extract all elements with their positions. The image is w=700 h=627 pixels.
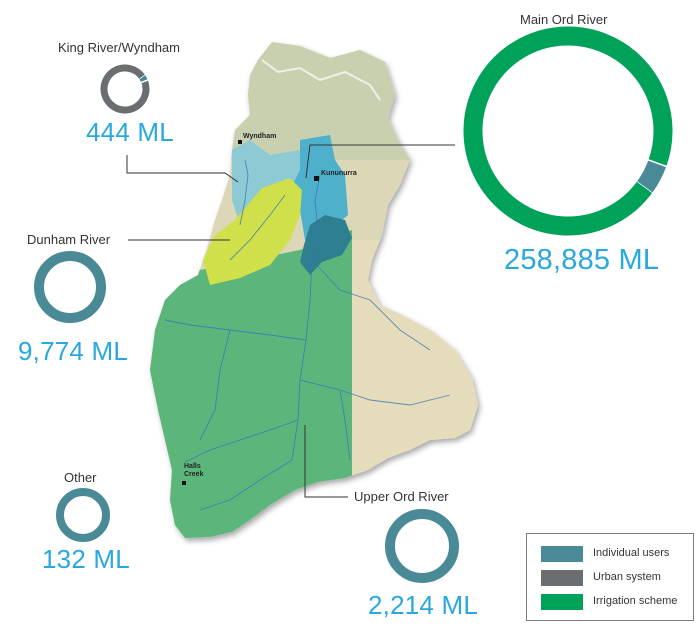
value-other: 132 ML (42, 544, 130, 574)
donut-segment-individual-users (56, 488, 110, 542)
donut-king-river (100, 64, 150, 114)
label-upper-ord: Upper Ord River (354, 489, 449, 504)
label-other: Other (64, 470, 97, 485)
halls-creek-marker (182, 481, 186, 485)
place-halls-creek: Halls Creek (184, 463, 204, 478)
leader-line-upper-ord (304, 425, 348, 498)
kununurra-marker (314, 176, 319, 181)
donut-segment-individual-users (636, 159, 667, 193)
place-wyndham: Wyndham (243, 133, 277, 140)
donut-segment-individual-users (34, 251, 106, 323)
donut-main-ord (463, 26, 673, 236)
donut-segment-urban-system (100, 64, 150, 114)
legend-swatch (541, 594, 583, 610)
donut-separator (140, 78, 149, 84)
donut-segment-individual-users (385, 509, 459, 583)
legend-swatch (541, 570, 583, 586)
lake-argyle (300, 215, 352, 275)
upper-ord-catchment (150, 230, 352, 538)
wyndham-marker (238, 140, 242, 144)
donut-segment-irrigation-scheme (463, 26, 673, 236)
legend-label: Urban system (593, 571, 661, 583)
leader-line-main-ord (305, 144, 455, 179)
label-dunham: Dunham River (27, 232, 111, 247)
value-main-ord: 258,885 ML (504, 244, 660, 276)
donut-upper-ord (385, 509, 459, 583)
eastern-terrain (352, 240, 478, 500)
value-king-river: 444 ML (86, 117, 174, 147)
place-kununurra: Kununurra (321, 170, 357, 177)
river-network (164, 159, 451, 511)
donut-separator (647, 158, 668, 168)
value-upper-ord: 2,214 ML (368, 590, 479, 620)
map-legend: Individual users Urban system Irrigation… (526, 533, 694, 621)
label-king-river: King River/Wyndham (58, 40, 180, 55)
donut-segment-individual-users (139, 74, 148, 83)
coastline-detail (261, 59, 381, 101)
label-main-ord: Main Ord River (520, 12, 608, 27)
legend-label: Individual users (593, 547, 670, 559)
leader-lines (126, 144, 455, 498)
legend-label: Irrigation scheme (593, 595, 678, 607)
legend-swatch (541, 546, 583, 562)
value-dunham: 9,774 ML (18, 336, 129, 366)
donut-other (56, 488, 110, 542)
main-ord-catchment (290, 135, 348, 240)
donut-dunham (34, 251, 106, 323)
leader-line-king-river (126, 155, 239, 183)
